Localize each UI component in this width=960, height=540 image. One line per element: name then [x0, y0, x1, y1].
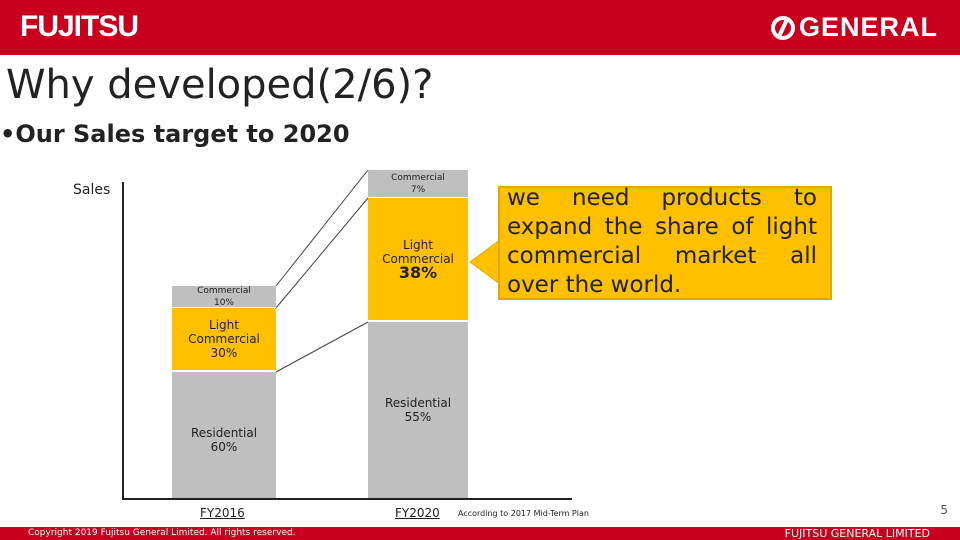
bar-fy2016-light-commercial: Light Commercial 30% [172, 308, 276, 370]
copyright: Copyright 2019 Fujitsu General Limited. … [28, 528, 296, 538]
y-axis [122, 182, 124, 500]
slide-title: Why developed(2/6)? [6, 62, 434, 108]
general-mark-icon [770, 15, 795, 40]
source-note: According to 2017 Mid-Term Plan [458, 509, 589, 518]
label-lc-2016-a: Light [209, 318, 239, 332]
x-label-fy2020: FY2020 [395, 506, 440, 520]
x-label-fy2016: FY2016 [200, 506, 245, 520]
slide-subtitle: •Our Sales target to 2020 [0, 120, 350, 148]
footer-bar [0, 527, 960, 540]
company-name: FUJITSU GENERAL LIMITED [784, 527, 930, 540]
connector-middle [275, 197, 369, 309]
y-axis-label: Sales [73, 182, 111, 198]
label-res-2020: Residential [384, 396, 452, 410]
callout-pointer [469, 239, 501, 285]
bar-fy2020-residential: Residential 55% [368, 322, 468, 498]
fujitsu-logo: FUJITSU [20, 10, 139, 43]
page-number: 5 [940, 503, 948, 517]
label-commercial-2020-pct: 7% [410, 184, 426, 195]
label-commercial-2016-pct: 10% [213, 297, 234, 308]
callout-text: we need products to expand the share of … [507, 185, 817, 298]
label-lc-2016-pct: 30% [210, 346, 238, 360]
bar-fy2016-commercial: Commercial 10% [172, 286, 276, 308]
label-lc-2020-a: Light [403, 238, 433, 252]
label-res-2016: Residential [190, 426, 258, 440]
label-lc-2020-pct: 38% [398, 263, 438, 282]
label-lc-2016-b: Commercial [188, 332, 260, 346]
connector-top [275, 169, 369, 287]
label-lc-2020-b: Commercial [382, 252, 454, 266]
label-commercial-2016: Commercial [197, 285, 251, 296]
bar-fy2016-residential: Residential 60% [172, 372, 276, 498]
header-bar [0, 0, 960, 55]
x-axis [122, 498, 572, 500]
bar-fy2020-light-commercial: Light Commercial 38% [368, 198, 468, 320]
connector-bottom [275, 321, 369, 373]
label-commercial-2020: Commercial [391, 172, 445, 183]
label-res-2016-pct: 60% [210, 440, 238, 454]
callout-box [498, 186, 832, 300]
general-logo-text: GENERAL [798, 12, 938, 42]
bar-fy2020-commercial: Commercial 7% [368, 170, 468, 197]
label-res-2020-pct: 55% [404, 410, 432, 424]
general-logo: GENERAL [770, 12, 938, 43]
